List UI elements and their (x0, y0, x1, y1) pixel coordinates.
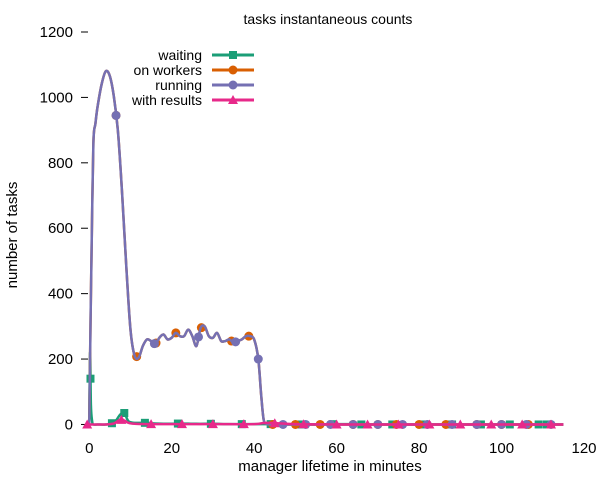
y-tick-label: 600 (48, 220, 73, 237)
legend-label-waiting: waiting (157, 47, 202, 63)
series-on-workers (88, 69, 564, 429)
data-point-with-results (238, 419, 249, 429)
series-line-on-workers (88, 69, 564, 426)
x-tick-label: 60 (328, 440, 345, 457)
legend-marker-on-workers (228, 65, 238, 75)
data-point-waiting (120, 409, 129, 418)
data-point-running (194, 332, 204, 342)
legend-label-on-workers: on workers (134, 62, 202, 78)
data-point-with-results (177, 419, 188, 429)
legend-marker-running (228, 80, 238, 90)
legend-label-with-results: with results (131, 92, 202, 108)
x-tick-label: 40 (246, 440, 263, 457)
data-point-with-results (331, 419, 342, 429)
data-point-with-results (362, 419, 373, 429)
x-tick-label: 20 (163, 440, 180, 457)
series-with-results (82, 414, 564, 429)
y-tick-label: 800 (48, 155, 73, 172)
x-tick-label: 0 (85, 440, 93, 457)
data-point-with-results (546, 419, 557, 429)
data-point-with-results (517, 419, 528, 429)
data-point-with-results (486, 419, 497, 429)
y-tick-label: 400 (48, 286, 73, 303)
data-point-with-results (207, 419, 218, 429)
x-tick-label: 80 (411, 440, 428, 457)
y-tick-label: 1200 (40, 24, 73, 41)
series-layer (82, 69, 564, 429)
data-point-with-results (269, 418, 280, 428)
x-tick-label: 100 (489, 440, 514, 457)
data-point-running (253, 354, 263, 364)
x-tick-label: 120 (571, 440, 596, 457)
y-tick-label: 0 (65, 416, 73, 433)
y-tick-label: 1000 (40, 89, 73, 106)
data-point-running (231, 337, 241, 347)
data-point-with-results (116, 414, 127, 424)
data-point-running (149, 339, 159, 349)
series-line-running (88, 69, 564, 426)
legend-marker-waiting (229, 51, 237, 59)
x-axis-label: manager lifetime in minutes (238, 458, 421, 475)
chart-title: tasks instantaneous counts (244, 11, 413, 27)
series-waiting (86, 351, 564, 429)
data-point-with-results (424, 419, 435, 429)
data-point-waiting (140, 418, 149, 427)
series-running (88, 69, 564, 429)
y-tick-label: 200 (48, 351, 73, 368)
legend-label-running: running (155, 77, 202, 93)
data-point-running (111, 110, 121, 120)
data-point-with-results (146, 419, 157, 429)
data-point-with-results (393, 419, 404, 429)
data-point-with-results (82, 419, 93, 429)
y-axis-label: number of tasks (4, 182, 21, 289)
data-point-with-results (455, 419, 466, 429)
axis-ticks: 0 200 400 600 800 1000 1200 0 20 40 60 80 100 120 (40, 24, 597, 457)
legend-marker-with-results (228, 95, 238, 104)
series-line-waiting (88, 351, 564, 426)
data-point-with-results (298, 419, 309, 429)
